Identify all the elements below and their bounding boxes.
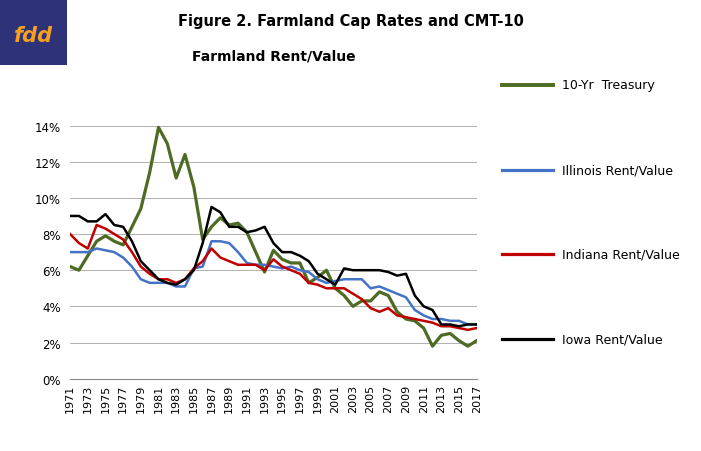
Text: fdd: fdd: [14, 26, 53, 46]
Text: Figure 2. Farmland Cap Rates and CMT-10: Figure 2. Farmland Cap Rates and CMT-10: [177, 14, 524, 28]
Text: Indiana Rent/Value: Indiana Rent/Value: [562, 249, 680, 261]
Text: Iowa Rent/Value: Iowa Rent/Value: [562, 333, 663, 346]
Text: 10-Yr  Treasury: 10-Yr Treasury: [562, 79, 655, 92]
Text: Illinois Rent/Value: Illinois Rent/Value: [562, 164, 674, 177]
Text: Farmland Rent/Value: Farmland Rent/Value: [191, 50, 355, 64]
